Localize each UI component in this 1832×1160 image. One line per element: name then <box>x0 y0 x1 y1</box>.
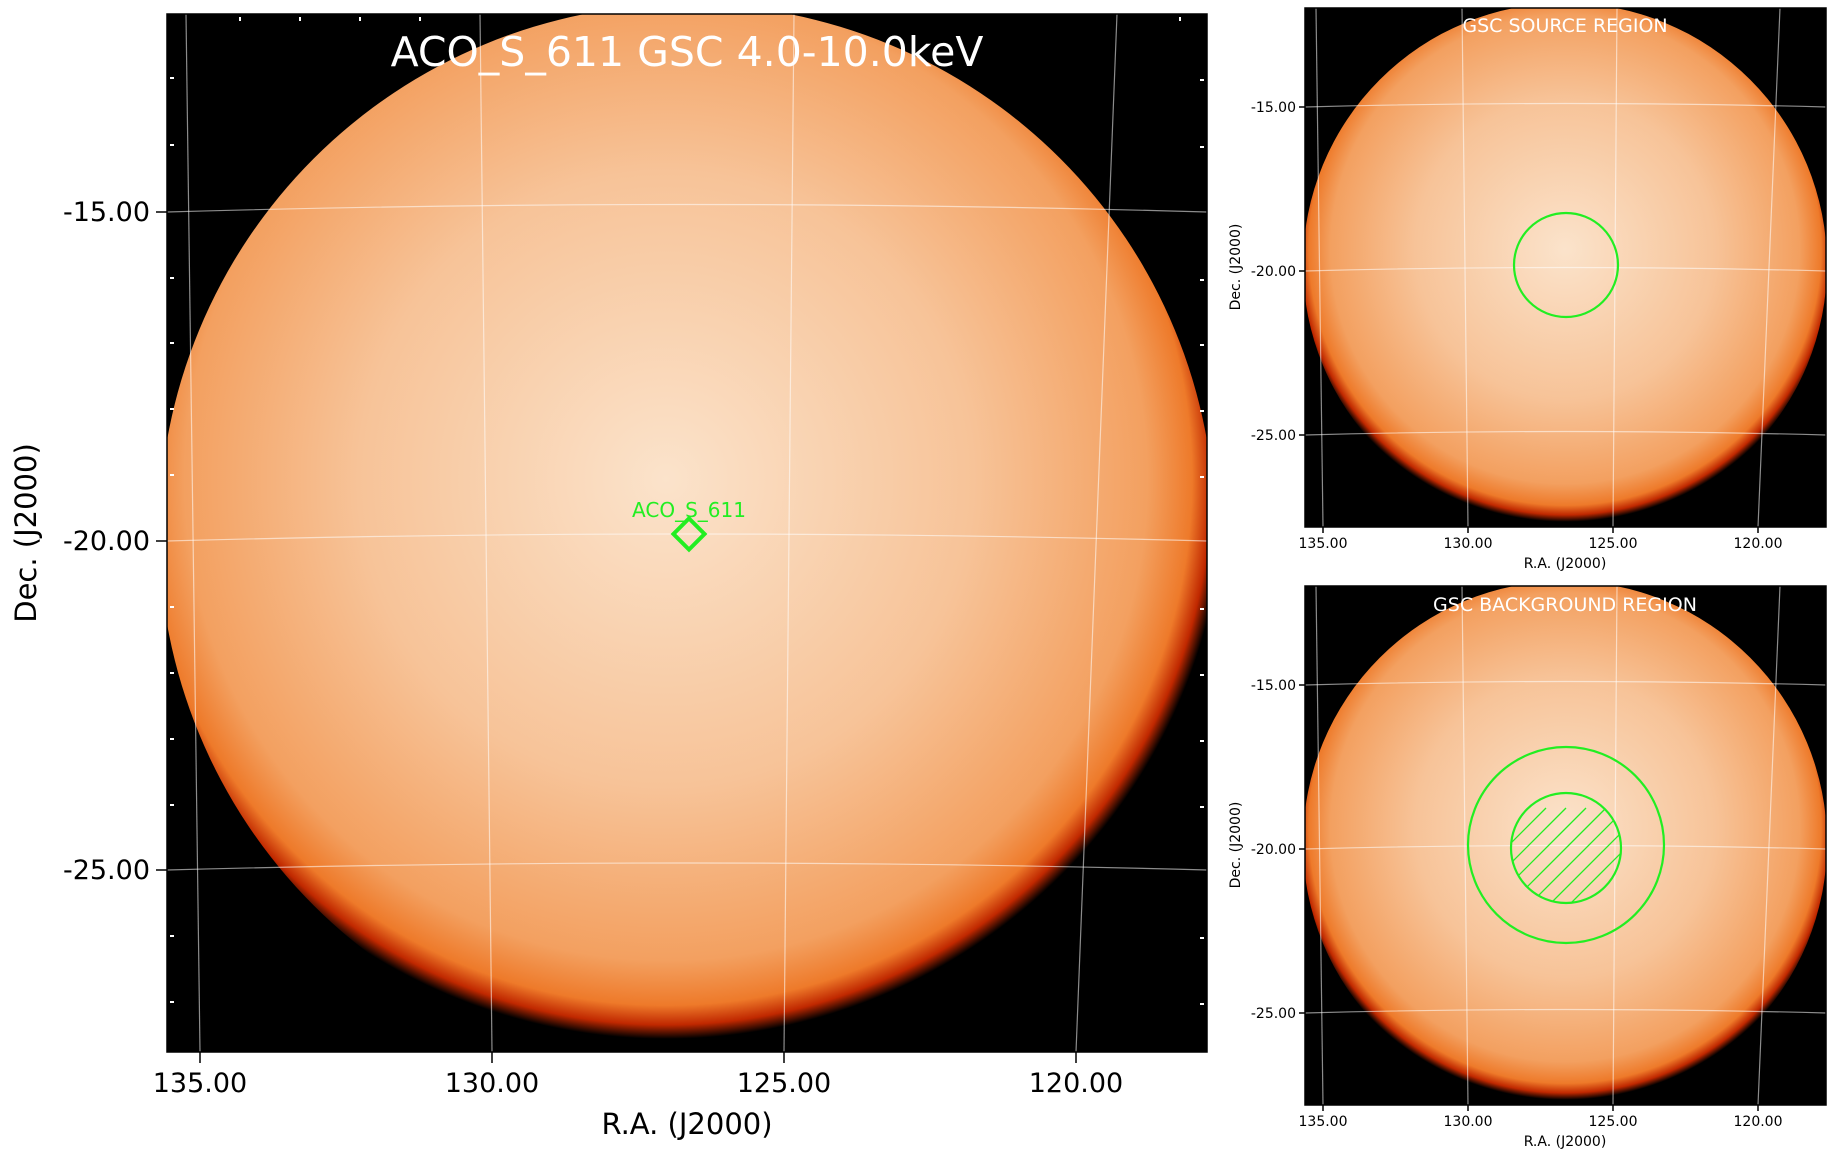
main-frame <box>166 13 1208 1053</box>
source-y-tick-label: -25.00 <box>1251 428 1296 444</box>
background-region-panel: GSC BACKGROUND REGION -15.00 -20.00 -25.… <box>1228 585 1827 1150</box>
background-detector-disk <box>1305 586 1826 1105</box>
main-grid-dec-25 <box>167 862 1207 871</box>
source-y-tick-label: -20.00 <box>1251 264 1296 280</box>
source-x-tick-label: 130.00 <box>1444 536 1493 552</box>
source-y-axis-label: Dec. (J2000) <box>1228 224 1244 311</box>
background-x-tick-label: 120.00 <box>1734 1114 1783 1130</box>
source-diamond-marker[interactable] <box>670 515 708 553</box>
background-y-tick-label: -20.00 <box>1251 842 1296 858</box>
main-x-tick-label: 120.00 <box>1029 1068 1123 1099</box>
main-x-tick-label: 130.00 <box>445 1068 539 1099</box>
source-detector-disk <box>1305 8 1826 527</box>
background-x-tick-label: 135.00 <box>1299 1114 1348 1130</box>
background-x-tick-label: 130.00 <box>1444 1114 1493 1130</box>
main-y-tick-label: -15.00 <box>63 197 150 228</box>
main-title: ACO_S_611 GSC 4.0-10.0keV <box>391 28 984 76</box>
main-x-axis-label: R.A. (J2000) <box>601 1107 772 1141</box>
source-region-panel: GSC SOURCE REGION -15.00 -20.00 -25.00 1… <box>1228 7 1827 572</box>
source-x-axis-label: R.A. (J2000) <box>1524 556 1607 572</box>
source-x-tick-label: 125.00 <box>1589 536 1638 552</box>
main-grid-ra-135 <box>185 14 201 1052</box>
background-x-axis-label: R.A. (J2000) <box>1524 1134 1607 1150</box>
source-y-tick-label: -15.00 <box>1251 100 1296 116</box>
main-detector-disk <box>167 14 1207 1052</box>
background-y-axis-label: Dec. (J2000) <box>1228 802 1244 889</box>
source-x-tick-label: 120.00 <box>1734 536 1783 552</box>
background-annulus-inner[interactable] <box>1509 791 1623 905</box>
background-y-tick-label: -25.00 <box>1251 1006 1296 1022</box>
main-image-panel: ACO_S_611 ACO_S_611 GSC 4.0-10.0keV -15.… <box>9 13 1208 1141</box>
main-grid-ra-125 <box>783 14 795 1052</box>
background-x-tick-label: 125.00 <box>1589 1114 1638 1130</box>
main-grid-dec-20 <box>167 533 1207 542</box>
source-marker-label: ACO_S_611 <box>632 498 746 522</box>
main-y-tick-label: -20.00 <box>63 526 150 557</box>
source-panel-title: GSC SOURCE REGION <box>1462 15 1667 37</box>
background-annulus-outer[interactable] <box>1466 745 1666 945</box>
main-grid-ra-130 <box>479 14 493 1052</box>
main-y-tick-label: -25.00 <box>63 855 150 886</box>
main-edge-ticks <box>170 17 1204 1005</box>
main-x-tick-label: 135.00 <box>153 1068 247 1099</box>
main-x-tick-label: 125.00 <box>737 1068 831 1099</box>
main-y-axis-label: Dec. (J2000) <box>9 443 43 623</box>
source-x-tick-label: 135.00 <box>1299 536 1348 552</box>
background-y-tick-label: -15.00 <box>1251 678 1296 694</box>
source-extraction-circle[interactable] <box>1512 211 1620 319</box>
main-grid-dec-15 <box>167 203 1207 213</box>
background-panel-title: GSC BACKGROUND REGION <box>1433 594 1697 616</box>
